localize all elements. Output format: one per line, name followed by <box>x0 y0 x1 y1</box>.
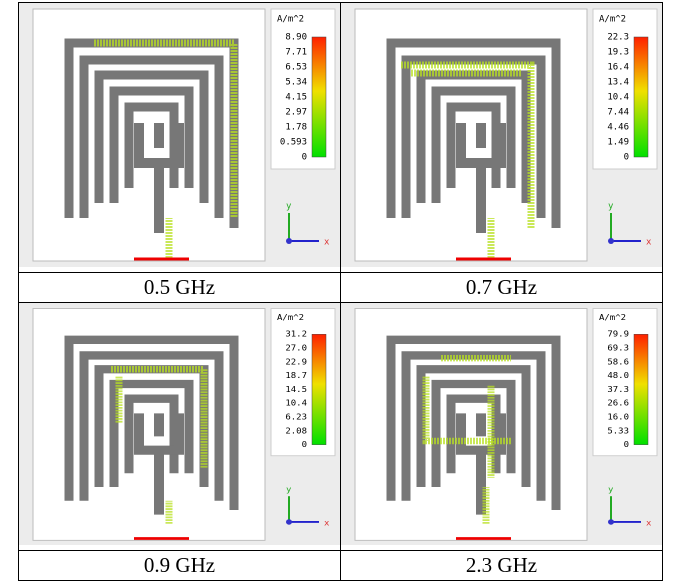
axis-label-y: y <box>608 202 614 212</box>
legend-label: 4.46 <box>607 123 629 133</box>
legend-unit: A/m^2 <box>277 15 304 25</box>
caption: 0.9 GHz <box>19 551 341 581</box>
caption: 2.3 GHz <box>341 551 663 581</box>
plot-group: A/m^2 79.9 69.3 58.6 48.0 37.3 26.6 16.0 5.33 0 y x <box>341 303 662 545</box>
panel-cell: A/m^2 8.90 7.71 6.53 5.34 4.15 2.97 1.78 0.593 0 y… <box>19 3 341 273</box>
legend-label: 48.0 <box>607 371 629 381</box>
legend-label: 0 <box>302 440 307 450</box>
legend-label: 0 <box>624 440 629 450</box>
legend-label: 69.3 <box>607 344 629 354</box>
legend-label: 14.5 <box>285 385 307 395</box>
panel-cell: A/m^2 22.3 19.3 16.4 13.4 10.4 7.44 4.46 1.49 0 y x <box>341 3 663 273</box>
legend-label: 6.23 <box>285 413 307 423</box>
panel-cell: A/m^2 79.9 69.3 58.6 48.0 37.3 26.6 16.0 5.33 0 y x <box>341 303 663 551</box>
legend-label: 37.3 <box>607 385 629 395</box>
legend-label: 58.6 <box>607 358 629 368</box>
figure-table: A/m^2 8.90 7.71 6.53 5.34 4.15 2.97 1.78 0.593 0 y… <box>18 2 663 581</box>
axis-label-x: x <box>324 519 329 529</box>
axis-label-y: y <box>286 485 291 495</box>
legend-label: 7.71 <box>285 48 307 58</box>
axis-origin <box>608 519 614 525</box>
legend-unit: A/m^2 <box>599 313 626 323</box>
field-plot: A/m^2 8.90 7.71 6.53 5.34 4.15 2.97 1.78 0.593 0 y… <box>19 3 340 267</box>
colorbar <box>634 37 648 157</box>
plot-group: A/m^2 31.2 27.0 22.9 18.7 14.5 10.4 6.23 2.08 0 y x <box>19 303 340 545</box>
legend-label: 6.53 <box>285 63 307 73</box>
legend-label: 8.90 <box>285 33 307 43</box>
caption: 0.7 GHz <box>341 273 663 303</box>
caption: 0.5 GHz <box>19 273 341 303</box>
axis-label-x: x <box>646 238 652 248</box>
legend-label: 18.7 <box>285 371 307 381</box>
legend-label: 5.33 <box>607 427 629 437</box>
axis-label-y: y <box>286 202 292 212</box>
axis-origin <box>286 238 292 244</box>
colorbar <box>634 334 648 444</box>
legend-label: 0 <box>302 153 307 163</box>
legend-label: 1.49 <box>607 138 629 148</box>
page: {"panels": [ {"caption": "0.5 GHz", "uni… <box>0 0 681 574</box>
legend-label: 2.97 <box>285 108 307 118</box>
axis-label-y: y <box>608 485 613 495</box>
axis-origin <box>286 519 292 525</box>
legend-label: 0.593 <box>280 138 307 148</box>
plot-group: A/m^2 8.90 7.71 6.53 5.34 4.15 2.97 1.78 0.593 0 y… <box>19 3 340 267</box>
legend-label: 4.15 <box>285 93 307 103</box>
field-plot: A/m^2 79.9 69.3 58.6 48.0 37.3 26.6 16.0 5.33 0 y x <box>341 303 662 545</box>
legend-label: 19.3 <box>607 48 629 58</box>
legend-label: 22.9 <box>285 358 307 368</box>
field-plot: A/m^2 22.3 19.3 16.4 13.4 10.4 7.44 4.46 1.49 0 y x <box>341 3 662 267</box>
axis-label-x: x <box>324 238 330 248</box>
legend-unit: A/m^2 <box>599 15 626 25</box>
colorbar <box>312 334 326 444</box>
legend-label: 27.0 <box>285 344 307 354</box>
legend-label: 22.3 <box>607 33 629 43</box>
legend-label: 10.4 <box>607 93 629 103</box>
legend-unit: A/m^2 <box>277 313 304 323</box>
legend-label: 1.78 <box>285 123 307 133</box>
legend-label: 5.34 <box>285 78 307 88</box>
legend-label: 7.44 <box>607 108 629 118</box>
legend-label: 16.0 <box>607 413 629 423</box>
panel-cell: A/m^2 31.2 27.0 22.9 18.7 14.5 10.4 6.23 2.08 0 y x <box>19 303 341 551</box>
legend-label: 16.4 <box>607 63 629 73</box>
plot-group: A/m^2 22.3 19.3 16.4 13.4 10.4 7.44 4.46 1.49 0 y x <box>341 3 662 267</box>
colorbar <box>312 37 326 157</box>
legend-label: 2.08 <box>285 427 307 437</box>
legend-label: 0 <box>624 153 629 163</box>
axis-origin <box>608 238 614 244</box>
axis-label-x: x <box>646 519 651 529</box>
legend-label: 10.4 <box>285 399 307 409</box>
legend-label: 79.9 <box>607 330 629 340</box>
legend-label: 13.4 <box>607 78 629 88</box>
field-plot: A/m^2 31.2 27.0 22.9 18.7 14.5 10.4 6.23 2.08 0 y x <box>19 303 340 545</box>
legend-label: 26.6 <box>607 399 629 409</box>
legend-label: 31.2 <box>285 330 307 340</box>
